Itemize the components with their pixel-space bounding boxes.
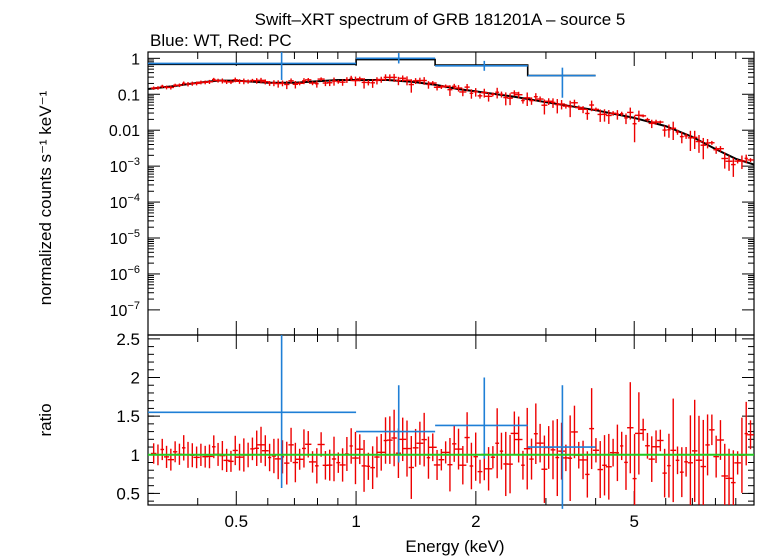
chart-subtitle: Blue: WT, Red: PC	[150, 31, 292, 50]
x-tick-label: 5	[629, 512, 638, 531]
top-y-tick-label: 0.1	[118, 87, 140, 104]
pc-spectrum-series	[150, 73, 754, 177]
wt-spectrum-point	[148, 52, 357, 80]
top-y-tick-label: 10−4	[110, 192, 140, 212]
wt-ratio-point	[148, 335, 357, 488]
bottom-y-tick-label: 1.5	[116, 407, 140, 426]
bottom-panel-frame	[147, 334, 755, 506]
top-y-tick-label: 10−3	[110, 156, 140, 176]
top-panel-frame	[147, 51, 755, 336]
bottom-y-tick-label: 2	[131, 369, 140, 388]
x-tick-label: 1	[351, 512, 360, 531]
plot-layer: 0.5 1 2 5 1 0.1 0.01 10−3 10−4 10−5 10−6 10−7 0.5 1 1.…	[109, 51, 755, 531]
wt-ratio-point	[527, 385, 596, 509]
wt-model-line	[148, 58, 596, 77]
wt-spectrum-point	[435, 60, 528, 71]
x-axis-label: Energy (keV)	[405, 537, 504, 556]
pc-ratio-series	[150, 382, 754, 505]
top-y-axis-label: normalized counts s⁻¹ keV⁻¹	[36, 90, 55, 305]
top-y-tick-label: 1	[131, 51, 140, 68]
wt-spectrum-point	[356, 53, 436, 64]
x-tick-label: 0.5	[224, 512, 248, 531]
top-y-tick-label: 10−7	[110, 300, 140, 320]
pc-model-line	[147, 79, 755, 166]
top-y-tick-label: 0.01	[109, 123, 140, 140]
top-y-tick-label: 10−6	[110, 264, 140, 284]
x-tick-label: 2	[471, 512, 480, 531]
bottom-y-tick-label: 1	[131, 446, 140, 465]
wt-ratio-point	[435, 377, 528, 459]
wt-ratio-point	[356, 385, 436, 463]
wt-spectrum-point	[527, 67, 596, 98]
bottom-y-axis-label: ratio	[36, 403, 55, 436]
bottom-y-tick-label: 2.5	[116, 330, 140, 349]
bottom-y-tick-label: 0.5	[116, 484, 140, 503]
top-y-tick-label: 10−5	[110, 228, 140, 248]
chart-title: Swift–XRT spectrum of GRB 181201A – sour…	[255, 10, 626, 29]
